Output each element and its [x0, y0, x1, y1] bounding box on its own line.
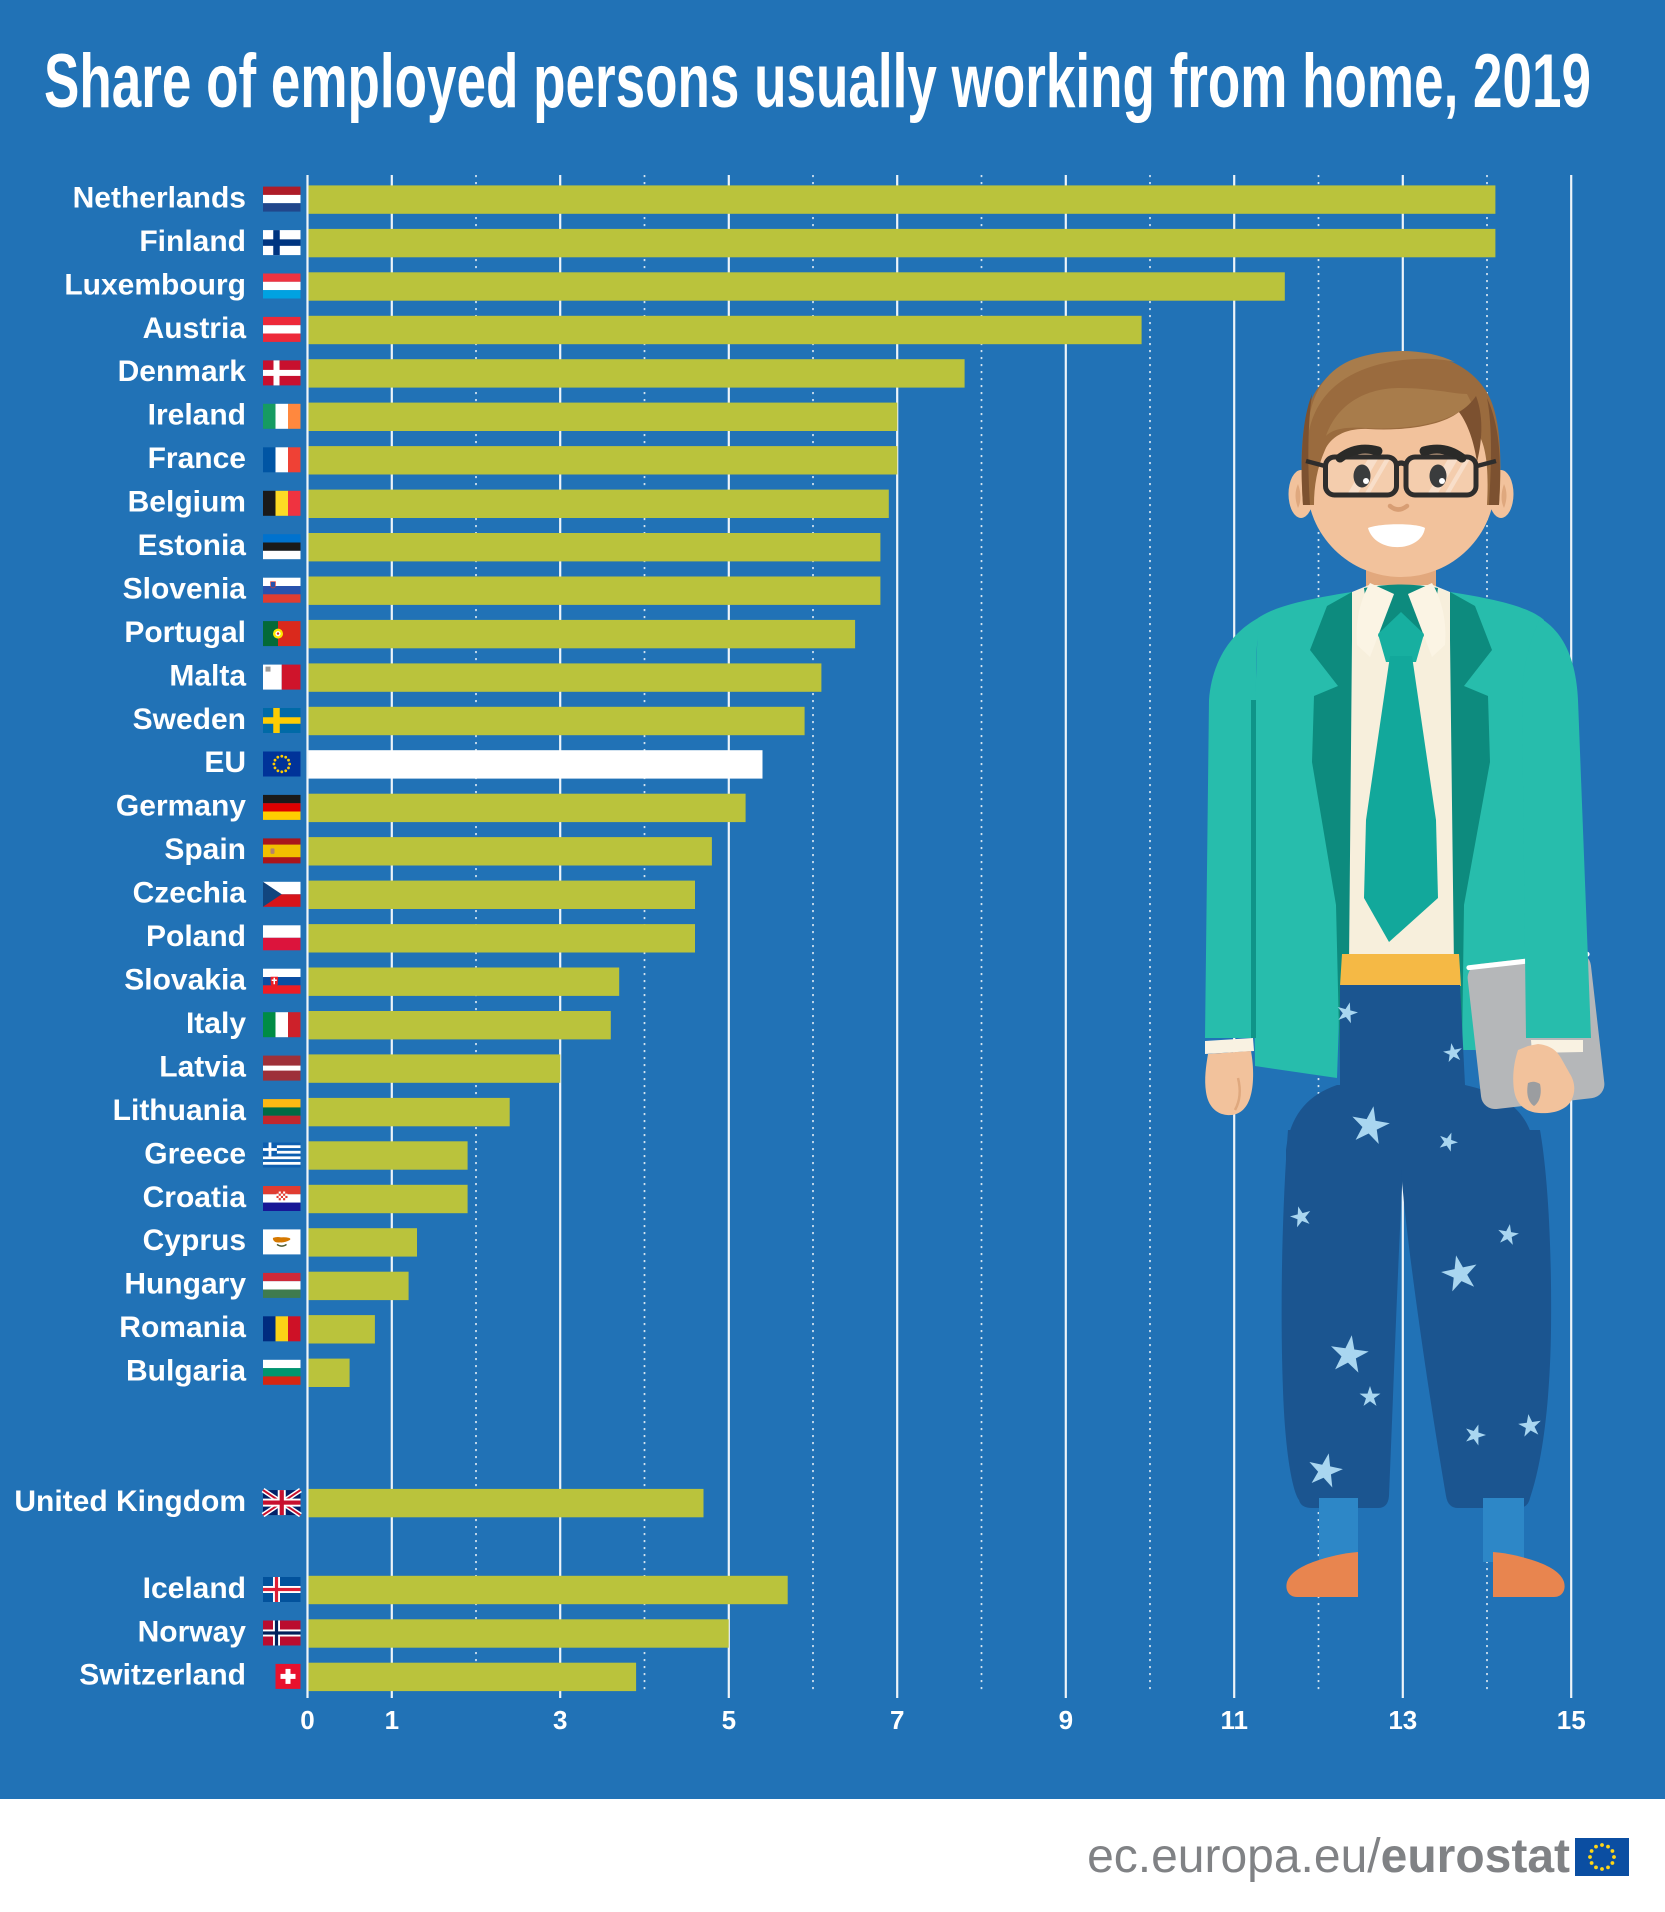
svg-text:Malta: Malta	[169, 659, 246, 692]
svg-text:Croatia: Croatia	[143, 1181, 247, 1214]
svg-text:United Kingdom: United Kingdom	[14, 1485, 246, 1518]
svg-text:Ireland: Ireland	[148, 399, 246, 432]
svg-text:Share of employed persons usua: Share of employed persons usually workin…	[44, 39, 1591, 124]
svg-text:1: 1	[385, 1705, 399, 1735]
svg-text:Estonia: Estonia	[138, 529, 247, 562]
svg-text:Denmark: Denmark	[118, 355, 247, 388]
svg-text:Norway: Norway	[138, 1615, 247, 1648]
svg-text:Switzerland: Switzerland	[79, 1659, 246, 1692]
svg-text:Bulgaria: Bulgaria	[126, 1355, 246, 1388]
svg-text:Spain: Spain	[164, 833, 246, 866]
svg-text:Romania: Romania	[119, 1311, 246, 1344]
svg-text:Sweden: Sweden	[133, 703, 246, 736]
svg-text:Greece: Greece	[144, 1137, 246, 1170]
svg-text:Lithuania: Lithuania	[113, 1094, 247, 1127]
svg-text:Iceland: Iceland	[143, 1572, 246, 1605]
svg-text:Finland: Finland	[139, 225, 246, 258]
svg-text:15: 15	[1557, 1705, 1586, 1735]
svg-text:Netherlands: Netherlands	[73, 181, 246, 214]
svg-text:EU: EU	[204, 746, 246, 779]
svg-text:3: 3	[553, 1705, 567, 1735]
svg-text:Hungary: Hungary	[124, 1268, 246, 1301]
svg-text:Poland: Poland	[146, 920, 246, 953]
svg-text:ec.europa.eu/eurostat: ec.europa.eu/eurostat	[1087, 1830, 1570, 1883]
svg-text:Portugal: Portugal	[124, 616, 246, 649]
svg-text:Slovakia: Slovakia	[124, 964, 246, 997]
svg-text:Latvia: Latvia	[159, 1050, 246, 1083]
svg-text:Austria: Austria	[143, 312, 247, 345]
svg-text:Italy: Italy	[186, 1007, 246, 1040]
svg-text:7: 7	[890, 1705, 904, 1735]
svg-text:Cyprus: Cyprus	[143, 1224, 246, 1257]
svg-text:France: France	[148, 442, 246, 475]
svg-text:Czechia: Czechia	[133, 877, 247, 910]
svg-text:Luxembourg: Luxembourg	[64, 268, 246, 301]
svg-text:9: 9	[1059, 1705, 1073, 1735]
svg-text:Slovenia: Slovenia	[123, 573, 247, 606]
svg-text:11: 11	[1220, 1705, 1248, 1735]
svg-text:13: 13	[1388, 1705, 1417, 1735]
svg-text:Germany: Germany	[116, 790, 246, 823]
svg-text:5: 5	[722, 1705, 736, 1735]
svg-text:Belgium: Belgium	[128, 486, 246, 519]
svg-text:0: 0	[300, 1705, 314, 1735]
